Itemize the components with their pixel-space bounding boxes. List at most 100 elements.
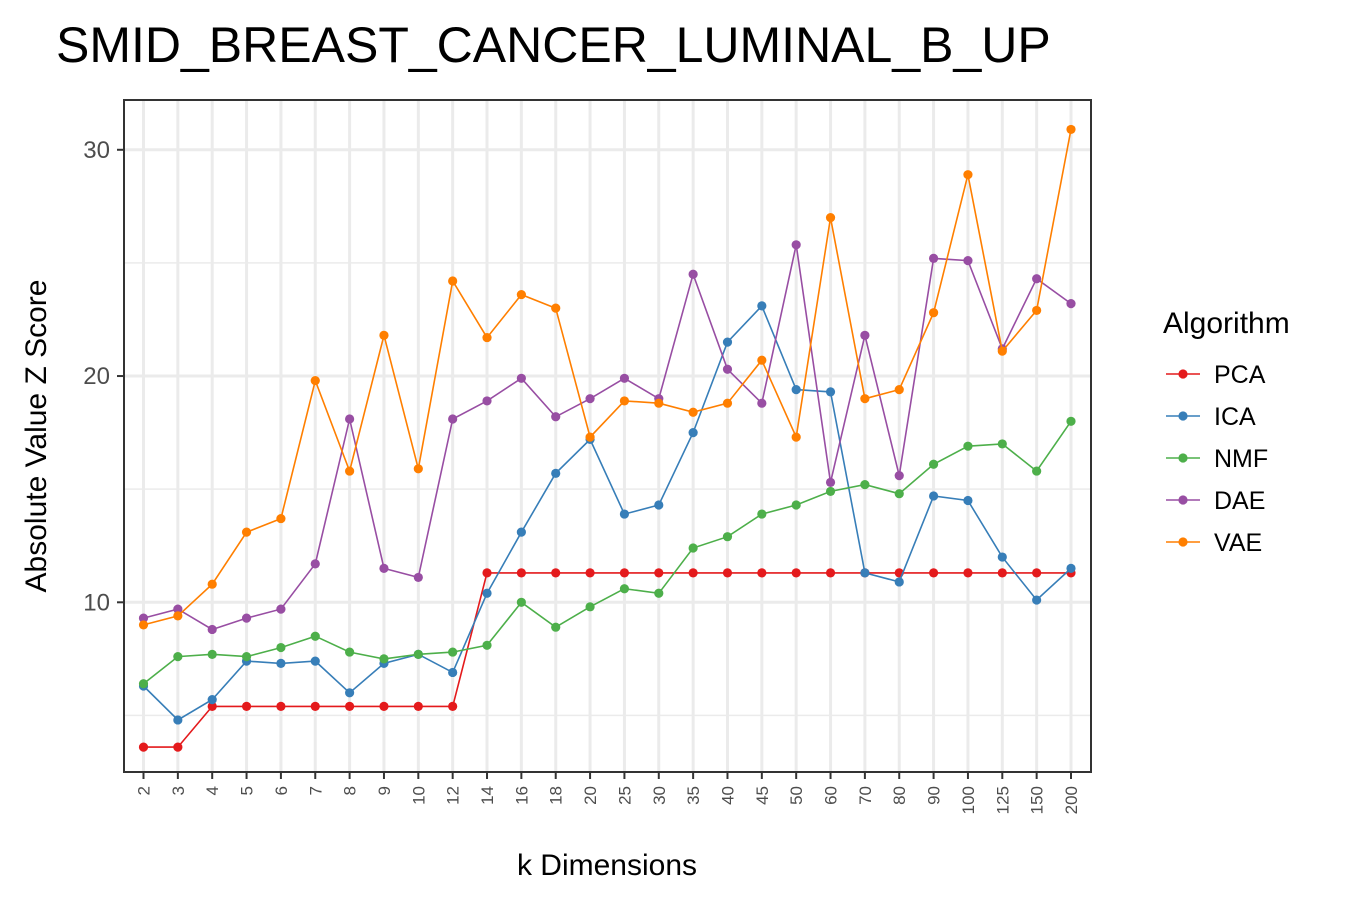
x-tick-label: 20 [581,786,600,805]
data-point [619,509,630,519]
data-point [757,301,767,311]
data-point [516,527,526,537]
data-point [345,647,355,657]
data-point [1066,563,1076,573]
data-point [791,568,801,578]
x-tick-label: 3 [169,786,188,795]
data-point [241,652,252,662]
data-point [138,679,149,689]
data-point [379,330,389,340]
data-point [207,624,217,635]
data-point [963,495,973,506]
series-line [142,304,1072,722]
data-point [551,568,561,578]
data-point [860,330,870,340]
data-point [241,701,252,711]
data-point [173,742,183,752]
x-tick-label: 100 [959,786,978,814]
data-point [310,656,320,666]
legend-key-point [1178,369,1188,379]
data-point [894,385,904,395]
data-point [173,611,183,621]
data-point [825,568,836,578]
data-point [516,373,526,383]
x-tick-label: 40 [718,786,737,805]
x-tick-label: 5 [238,786,257,795]
data-point [482,640,492,650]
chart-title: SMID_BREAST_CANCER_LUMINAL_B_UP [56,17,1051,73]
data-point [379,563,389,573]
x-tick-label: 12 [444,786,463,805]
data-point [207,701,217,711]
data-point [722,398,733,408]
series-vae [138,124,1076,630]
data-point [448,701,458,711]
data-point [1032,274,1042,284]
data-point [654,568,664,578]
legend-item-nmf: NMF [1166,445,1268,473]
data-point [1032,466,1042,476]
data-point [276,604,286,614]
x-tick-label: 70 [856,786,875,805]
data-point [928,568,939,578]
x-tick-label: 30 [650,786,669,805]
data-point [482,568,492,578]
legend-key-point [1178,453,1188,463]
series-line [143,420,1072,685]
x-tick-label: 10 [409,786,428,805]
legend: Algorithm PCA ICA NMF DAE VAE [1163,307,1290,557]
legend-item-ica: ICA [1166,403,1256,431]
data-point [894,489,904,499]
data-point [688,269,698,279]
x-tick-label: 14 [478,786,497,805]
data-point [654,398,664,408]
data-point [345,688,355,698]
data-point [928,308,939,318]
series-lines [138,124,1076,752]
data-point [860,394,870,404]
data-point [791,385,801,395]
data-point [722,364,733,374]
data-point [379,654,389,664]
x-tick-label: 6 [272,786,291,795]
series-line [143,129,1072,626]
data-point [345,701,355,711]
data-point [448,276,458,286]
x-tick-label: 18 [547,786,566,805]
data-point [963,441,973,451]
x-tick-label: 200 [1062,786,1081,814]
data-point [207,694,217,705]
data-point [413,572,423,583]
data-point [928,491,939,501]
data-point [894,577,904,587]
data-point [173,604,183,614]
data-point [825,486,836,497]
data-point [482,332,492,343]
data-point [585,432,595,442]
data-point [310,631,320,641]
x-tick-label: 90 [925,786,944,805]
data-point [963,170,973,180]
y-tick-label: 20 [83,363,110,390]
data-point [997,552,1007,562]
legend-key-point [1178,537,1188,547]
data-point [688,568,698,578]
data-point [516,568,526,578]
data-point [138,620,149,630]
data-point [276,658,286,668]
data-point [138,742,149,752]
data-point [448,647,458,657]
x-tick-label: 60 [822,786,841,805]
x-tick-label: 125 [993,786,1012,814]
x-tick-label: 80 [890,786,909,805]
x-tick-label: 7 [306,786,325,795]
data-point [138,613,149,623]
data-point [516,289,526,300]
data-point [1066,416,1076,426]
x-tick-label: 25 [615,786,634,805]
data-point [310,701,320,711]
data-point [722,568,733,578]
data-point [482,588,492,598]
